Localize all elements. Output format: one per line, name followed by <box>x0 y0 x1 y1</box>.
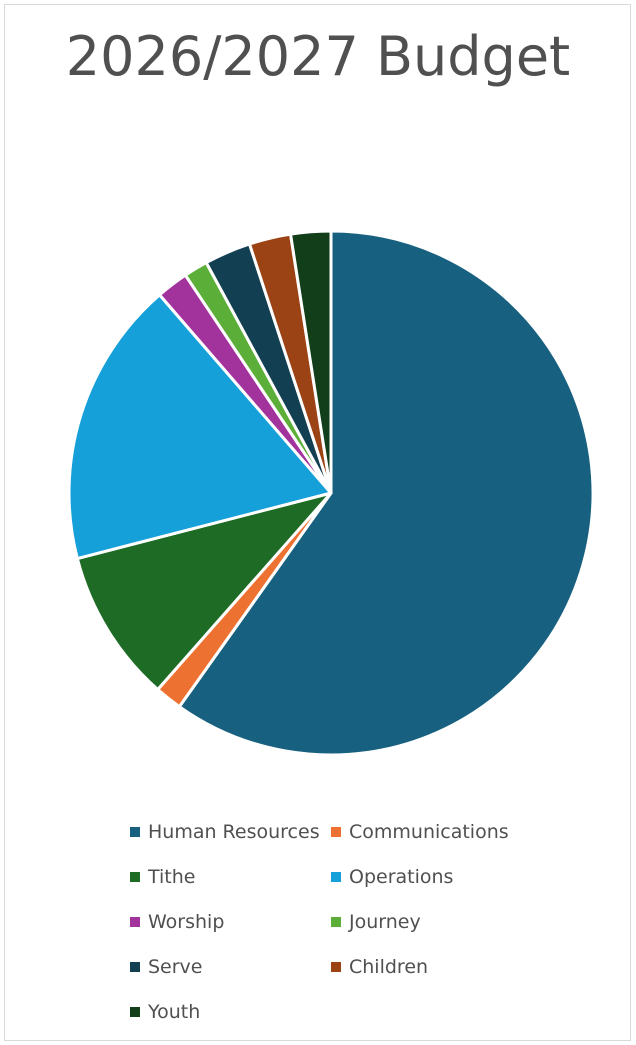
pie-slice-operations <box>67 293 333 561</box>
pie-slice-youth <box>289 229 333 495</box>
pie-slice-tithe <box>75 491 333 692</box>
chart-title: 2026/2027 Budget <box>65 25 571 88</box>
pie-slices <box>67 229 595 757</box>
pie-slice-human-resources <box>177 229 595 757</box>
